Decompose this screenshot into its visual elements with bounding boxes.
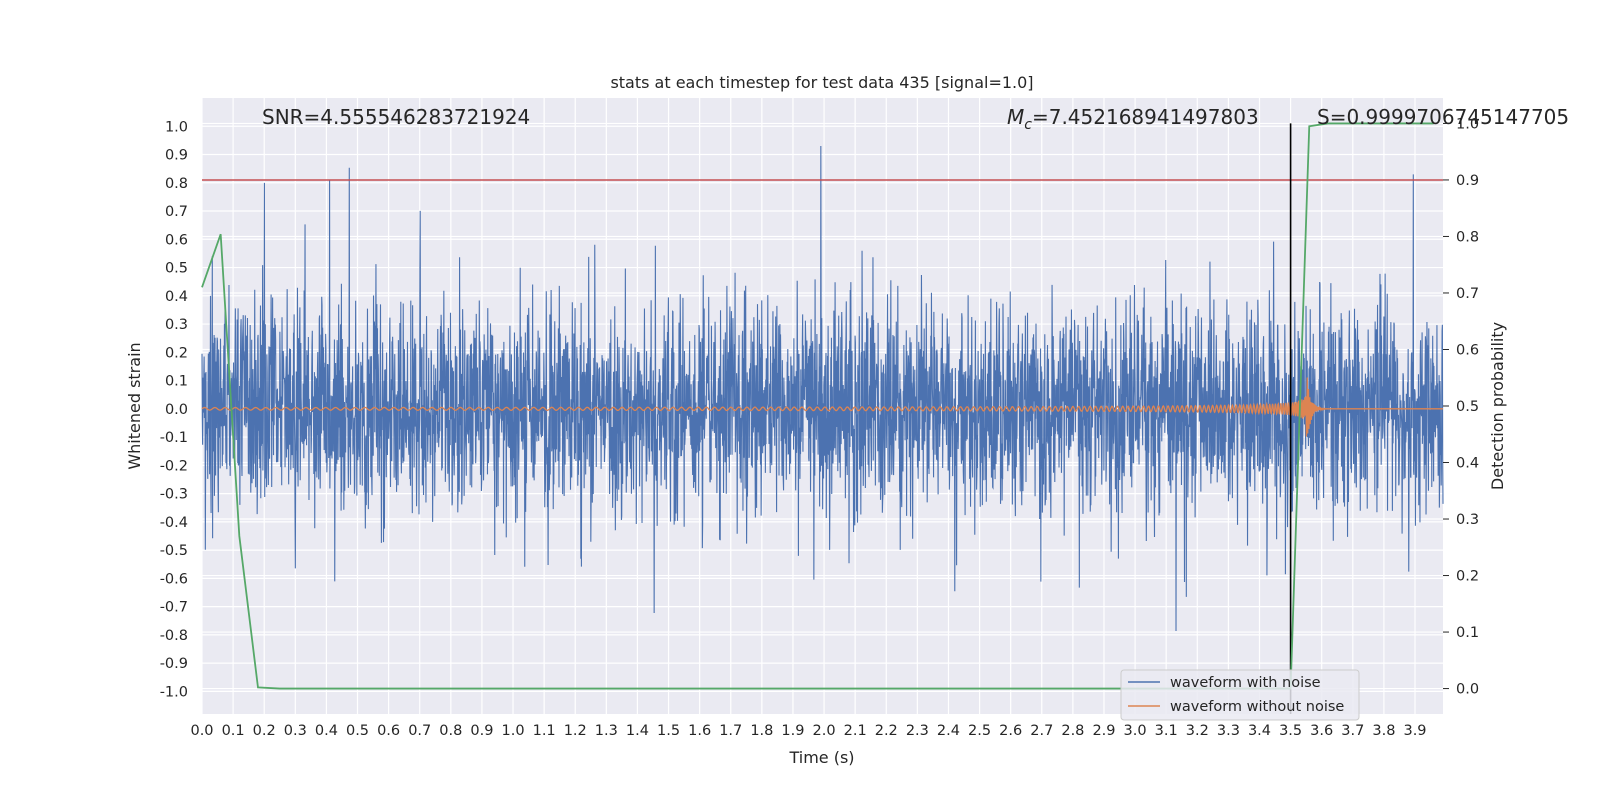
probability-series: [201, 122, 1434, 690]
y2-tick-label: 0.6: [1456, 342, 1479, 358]
x-tick-label: 2.2: [875, 723, 898, 739]
y2-tick-label: 0.8: [1456, 229, 1479, 245]
x-tick-label: 0.3: [284, 723, 307, 739]
y-tick-label: 0.7: [165, 204, 188, 220]
x-tick-label: 2.1: [844, 723, 867, 739]
legend: waveform with noise waveform without noi…: [1120, 669, 1360, 721]
y2-tick-label: 0.0: [1456, 682, 1479, 698]
x-axis-ticks: 0.0 0.1 0.2 0.3 0.4 0.5 0.6 0.7 0.8 0.9 1.0 1.1 1.2 1…: [190, 723, 1426, 739]
legend-label-noisy: waveform with noise: [1170, 675, 1321, 691]
x-tick-label: 0.0: [190, 723, 213, 739]
x-tick-label: 3.4: [1248, 723, 1271, 739]
y-tick-label: 0.2: [165, 345, 188, 361]
x-tick-label: 0.7: [408, 723, 431, 739]
y2-axis-label: Detection probability: [1488, 322, 1507, 490]
y-tick-label: -0.9: [160, 656, 188, 672]
x-tick-label: 3.7: [1341, 723, 1364, 739]
x-tick-label: 3.5: [1279, 723, 1302, 739]
y2-tick-label: 0.4: [1456, 456, 1479, 472]
y-axis-ticks: 1.0 0.9 0.8 0.7 0.6 0.5 0.4 0.3 0.2 0.1 0.0 -0.1 -0.…: [160, 119, 188, 700]
x-tick-label: 3.0: [1124, 723, 1147, 739]
x-tick-label: 0.4: [315, 723, 338, 739]
y-tick-label: -0.7: [160, 600, 188, 616]
x-tick-label: 3.3: [1217, 723, 1240, 739]
clean-waveform-series: [201, 377, 1443, 437]
y2-tick-label: 0.3: [1456, 512, 1479, 528]
y2-tick-label: 0.2: [1456, 569, 1479, 585]
x-tick-label: 1.3: [595, 723, 618, 739]
x-tick-label: 1.6: [688, 723, 711, 739]
x-axis-label: Time (s): [788, 748, 854, 767]
y-tick-label: 0.6: [165, 232, 188, 248]
y-tick-label: -0.6: [160, 571, 188, 587]
chart-title: stats at each timestep for test data 435…: [610, 73, 1033, 92]
legend-box: [1120, 669, 1360, 721]
y2-axis-ticks: 1.0 0.9 0.8 0.7 0.6 0.5 0.4 0.3 0.2 0.1 0.0: [1443, 116, 1479, 698]
chirp-mass-symbol: M: [1007, 105, 1024, 129]
noisy-waveform-line: [201, 146, 1444, 631]
x-tick-label: 2.4: [937, 723, 960, 739]
x-tick-label: 3.9: [1403, 723, 1426, 739]
y-tick-label: 0.9: [165, 148, 188, 164]
y-tick-label: 0.5: [165, 261, 188, 277]
y2-tick-label: 1.0: [1456, 116, 1479, 132]
y-tick-label: -0.5: [160, 543, 188, 559]
detection-score-annotation: S=0.9999706745147705: [1317, 105, 1569, 129]
x-tick-label: 3.6: [1310, 723, 1333, 739]
y-tick-label: -0.4: [160, 515, 188, 531]
x-tick-label: 3.2: [1186, 723, 1209, 739]
x-tick-label: 1.1: [533, 723, 556, 739]
x-tick-label: 1.4: [626, 723, 649, 739]
y-tick-label: -0.8: [160, 628, 188, 644]
x-tick-label: 1.7: [719, 723, 742, 739]
y2-tick-label: 0.7: [1456, 286, 1479, 302]
legend-label-clean: waveform without noise: [1170, 699, 1344, 715]
x-tick-label: 2.3: [906, 723, 929, 739]
chirp-mass-subscript: c: [1024, 117, 1032, 133]
x-tick-label: 3.1: [1155, 723, 1178, 739]
x-tick-label: 1.9: [781, 723, 804, 739]
y2-tick-label: 0.5: [1456, 399, 1479, 415]
x-tick-label: 3.8: [1372, 723, 1395, 739]
x-tick-label: 2.7: [1030, 723, 1053, 739]
y-tick-label: -0.2: [160, 458, 188, 474]
clean-waveform-line: [201, 377, 1443, 437]
x-tick-label: 0.6: [377, 723, 400, 739]
y2-tick-label: 0.1: [1456, 625, 1479, 641]
x-tick-label: 2.0: [813, 723, 836, 739]
y-tick-label: 1.0: [165, 119, 188, 135]
x-tick-label: 1.8: [750, 723, 773, 739]
x-tick-label: 2.9: [1092, 723, 1115, 739]
y-tick-label: 0.4: [165, 289, 188, 305]
x-tick-label: 2.5: [968, 723, 991, 739]
x-tick-label: 0.9: [470, 723, 493, 739]
y-tick-label: 0.3: [165, 317, 188, 333]
y2-tick-label: 0.9: [1456, 173, 1479, 189]
y-tick-label: 0.1: [165, 374, 188, 390]
chirp-mass-value: =7.452168941497803: [1032, 105, 1259, 129]
y-tick-label: -0.1: [160, 430, 188, 446]
y-tick-label: 0.8: [165, 176, 188, 192]
x-tick-label: 0.5: [346, 723, 369, 739]
x-tick-label: 1.2: [564, 723, 587, 739]
chirp-mass-annotation: Mc=7.452168941497803: [1007, 105, 1259, 133]
x-tick-label: 0.1: [222, 723, 245, 739]
noisy-waveform-series: [201, 146, 1444, 631]
x-tick-label: 0.2: [253, 723, 276, 739]
x-tick-label: 2.8: [1061, 723, 1084, 739]
x-tick-label: 1.5: [657, 723, 680, 739]
y-tick-label: -0.3: [160, 487, 188, 503]
y-tick-label: 0.0: [165, 402, 188, 418]
y-tick-label: -1.0: [160, 684, 188, 700]
x-tick-label: 2.6: [999, 723, 1022, 739]
y-axis-label: Whitened strain: [125, 342, 144, 469]
snr-annotation: SNR=4.555546283721924: [262, 105, 530, 129]
probability-line: [201, 122, 1434, 690]
x-tick-label: 0.8: [439, 723, 462, 739]
x-tick-label: 1.0: [501, 723, 524, 739]
